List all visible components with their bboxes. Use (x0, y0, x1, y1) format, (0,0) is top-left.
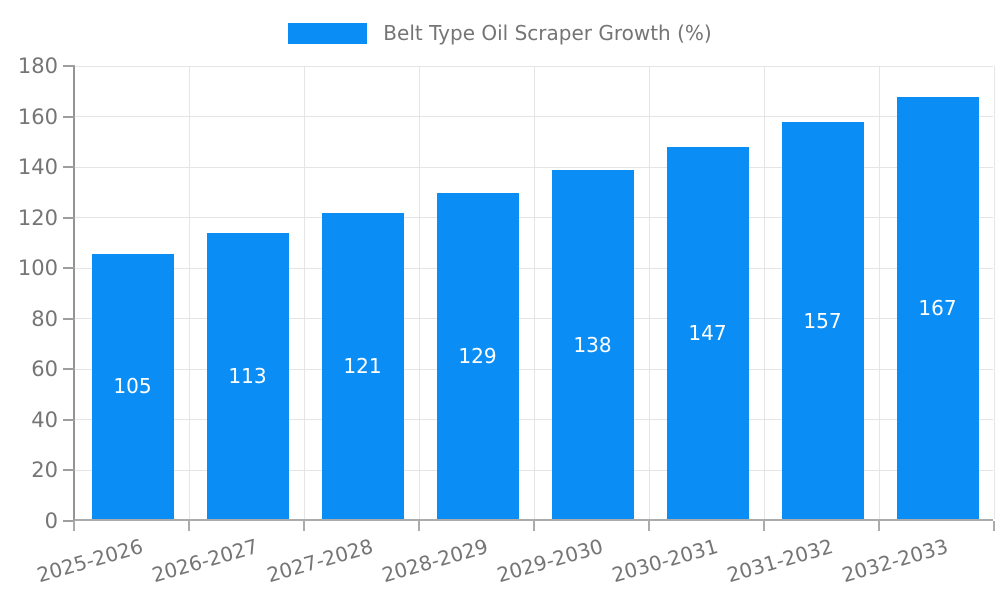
bar: 167 (896, 96, 979, 519)
x-gridline (304, 66, 305, 519)
bar-value-label: 105 (113, 374, 152, 399)
y-axis-tick-label: 20 (31, 458, 58, 483)
x-gridline (189, 66, 190, 519)
y-axis-tick-label: 60 (31, 357, 58, 382)
y-axis-tick (63, 65, 75, 67)
legend-label[interactable]: Belt Type Oil Scraper Growth (%) (383, 21, 712, 45)
x-gridline (534, 66, 535, 519)
y-axis-tick-label: 140 (17, 155, 58, 180)
y-axis-tick (63, 216, 75, 219)
bar-value-label: 138 (573, 332, 612, 357)
y-axis-tick (63, 166, 75, 169)
legend-swatch[interactable] (288, 22, 368, 44)
x-axis-category-label: 2025-2026 (33, 534, 146, 588)
x-axis-category-label: 2026-2027 (148, 534, 261, 588)
y-axis-tick (63, 418, 75, 421)
y-axis-tick-label: 160 (17, 104, 58, 129)
bar: 121 (321, 213, 404, 519)
x-axis-tick (533, 521, 535, 531)
bar: 105 (91, 253, 174, 519)
bar: 113 (206, 233, 289, 519)
x-axis-category-label: 2029-2030 (493, 534, 606, 588)
bar-value-label: 147 (688, 321, 727, 346)
bar: 147 (666, 147, 749, 519)
bar-value-label: 113 (228, 364, 267, 389)
y-axis-tick (63, 520, 75, 522)
y-axis-tick (63, 317, 75, 320)
y-axis-tick-label: 80 (31, 306, 58, 331)
bar-value-label: 167 (918, 295, 957, 320)
x-axis-category-label: 2031-2032 (723, 534, 836, 588)
x-gridline (994, 66, 995, 519)
y-axis-tick-label: 40 (31, 407, 58, 432)
bar-value-label: 129 (458, 343, 497, 368)
x-gridline (879, 66, 880, 519)
bar: 129 (436, 192, 519, 519)
bar: 138 (551, 170, 634, 519)
x-gridline (649, 66, 650, 519)
x-axis-category-label: 2030-2031 (608, 534, 721, 588)
x-axis-tick (303, 521, 305, 531)
x-axis-category-label: 2028-2029 (378, 534, 491, 588)
y-axis-tick (63, 368, 75, 371)
y-axis-tick (63, 469, 75, 472)
bar-value-label: 157 (803, 308, 842, 333)
plot-area: 0 20 40 60 80 100 120 140 160 180 105 2025-2026 113 2… (18, 54, 995, 587)
x-axis-tick (73, 521, 75, 531)
y-axis-tick (63, 267, 75, 270)
x-axis-tick (878, 521, 880, 531)
legend[interactable]: Belt Type Oil Scraper Growth (%) (0, 21, 1000, 45)
x-axis-tick (648, 521, 650, 531)
x-axis-category-label: 2032-2033 (838, 534, 951, 588)
x-axis-tick (763, 521, 765, 531)
bar-value-label: 121 (343, 354, 382, 379)
y-axis-tick-label: 100 (17, 256, 58, 281)
x-axis-tick (188, 521, 190, 531)
y-axis-tick-label: 120 (17, 205, 58, 230)
y-axis-tick-label: 180 (17, 54, 58, 78)
x-gridline (764, 66, 765, 519)
y-axis-tick (63, 115, 75, 118)
x-axis-category-label: 2027-2028 (263, 534, 376, 588)
bar: 157 (781, 122, 864, 519)
y-axis-tick-label: 0 (44, 509, 58, 533)
x-axis-tick (993, 521, 995, 531)
x-axis-tick (418, 521, 420, 531)
x-gridline (419, 66, 420, 519)
